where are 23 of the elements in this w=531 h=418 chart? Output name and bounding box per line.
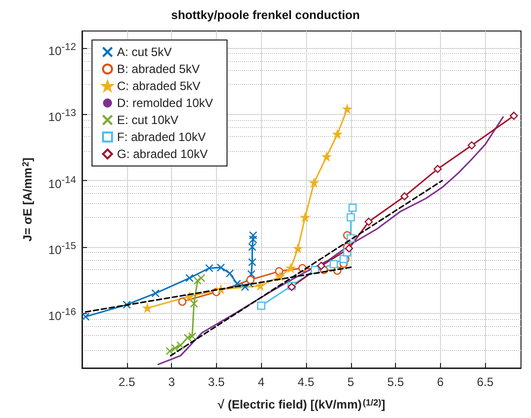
y-axis-title: J= σE [A/mm2] bbox=[20, 158, 34, 242]
legend-label: A: cut 5kV bbox=[117, 45, 172, 59]
legend-label: B: abraded 5kV bbox=[117, 62, 200, 76]
y-tick-label: 10$^{-12}$ bbox=[48, 40, 76, 60]
x-tick-label: 6 bbox=[437, 375, 444, 389]
y-tick-label: 10$^{-13}$ bbox=[48, 107, 76, 126]
chart-title: shottky/poole frenkel conduction bbox=[171, 8, 360, 22]
x-tick-label: 3.5 bbox=[208, 375, 226, 389]
y-tick-label: 10$^{-15}$ bbox=[48, 240, 76, 259]
y-tick-label: 10$^{-16}$ bbox=[48, 306, 76, 326]
legend-label: F: abraded 10kV bbox=[117, 130, 206, 144]
legend-label: D: remolded 10kV bbox=[117, 96, 214, 110]
x-tick-label: 5 bbox=[347, 375, 354, 389]
y-tick-label: 10$^{-14}$ bbox=[48, 174, 76, 193]
x-tick-label: 4.5 bbox=[298, 375, 315, 389]
legend-label: G: abraded 10kV bbox=[117, 147, 208, 161]
x-tick-label: 6.5 bbox=[476, 375, 494, 389]
x-tick-label: 2.5 bbox=[118, 375, 136, 389]
x-tick-label: 3 bbox=[168, 375, 176, 389]
x-tick-label: 5.5 bbox=[387, 375, 404, 389]
legend-label: E: cut 10kV bbox=[117, 113, 178, 127]
legend-label: C: abraded 5kV bbox=[117, 79, 200, 93]
x-tick-label: 4 bbox=[258, 375, 265, 389]
